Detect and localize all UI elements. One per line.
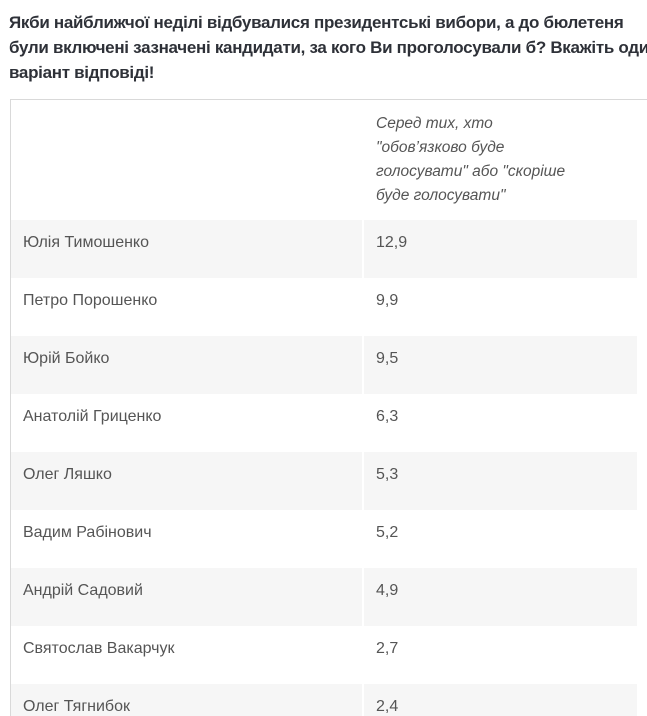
header-row: Серед тих, хто "обов’язково буде голосув…: [11, 100, 637, 220]
results-table-body: Юлія Тимошенко 12,9 Петро Порошенко 9,9 …: [11, 220, 637, 716]
candidate-value: 12,9: [362, 220, 637, 278]
candidate-value: 2,4: [362, 684, 637, 716]
candidate-value: 6,3: [362, 394, 637, 452]
candidate-name: Святослав Вакарчук: [11, 626, 362, 684]
table-row: Вадим Рабінович 5,2: [11, 510, 637, 568]
table-row: Петро Порошенко 9,9: [11, 278, 637, 336]
table-row: Святослав Вакарчук 2,7: [11, 626, 637, 684]
candidate-name: Андрій Садовий: [11, 568, 362, 626]
candidate-name: Петро Порошенко: [11, 278, 362, 336]
candidate-value: 9,9: [362, 278, 637, 336]
candidate-value: 5,3: [362, 452, 637, 510]
table-row: Андрій Садовий 4,9: [11, 568, 637, 626]
results-table-head: Серед тих, хто "обов’язково буде голосув…: [11, 100, 637, 220]
table-row: Олег Ляшко 5,3: [11, 452, 637, 510]
candidate-name: Олег Ляшко: [11, 452, 362, 510]
table-row: Юрій Бойко 9,5: [11, 336, 637, 394]
header-empty-cell: [11, 100, 362, 220]
candidate-value: 2,7: [362, 626, 637, 684]
candidate-name: Юлія Тимошенко: [11, 220, 362, 278]
candidate-value: 5,2: [362, 510, 637, 568]
candidate-value: 9,5: [362, 336, 637, 394]
candidate-value: 4,9: [362, 568, 637, 626]
candidate-name: Вадим Рабінович: [11, 510, 362, 568]
candidate-name: Олег Тягнибок: [11, 684, 362, 716]
table-row: Анатолій Гриценко 6,3: [11, 394, 637, 452]
results-table: Серед тих, хто "обов’язково буде голосув…: [11, 100, 637, 716]
column-header-subtitle: Серед тих, хто "обов’язково буде голосув…: [362, 100, 637, 220]
candidate-name: Анатолій Гриценко: [11, 394, 362, 452]
table-row: Олег Тягнибок 2,4: [11, 684, 637, 716]
results-table-wrapper: Серед тих, хто "обов’язково буде голосув…: [10, 99, 647, 716]
candidate-name: Юрій Бойко: [11, 336, 362, 394]
poll-question: Якби найближчої неділі відбувалися прези…: [9, 13, 647, 82]
table-row: Юлія Тимошенко 12,9: [11, 220, 637, 278]
